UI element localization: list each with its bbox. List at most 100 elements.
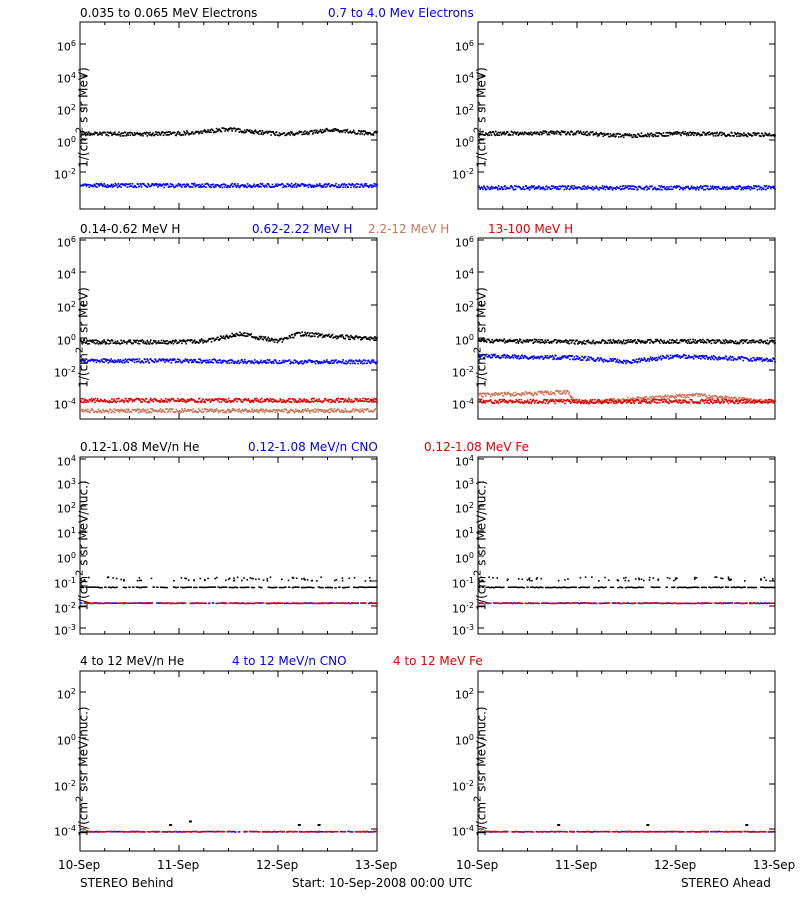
data-point xyxy=(269,409,272,411)
data-point xyxy=(297,132,300,135)
data-point xyxy=(314,129,316,132)
data-point xyxy=(502,354,504,357)
data-point xyxy=(200,338,203,340)
data-point xyxy=(83,361,86,364)
data-point xyxy=(691,395,694,397)
data-point xyxy=(771,339,774,342)
data-point xyxy=(87,183,90,186)
data-point xyxy=(153,184,156,187)
data-point xyxy=(257,399,260,401)
data-point xyxy=(168,409,170,411)
data-point xyxy=(535,392,537,395)
data-point xyxy=(516,356,519,358)
data-point xyxy=(369,362,372,365)
data-point xyxy=(654,135,657,137)
data-point xyxy=(487,392,489,394)
data-point xyxy=(238,334,240,337)
data-point xyxy=(177,361,180,363)
data-point xyxy=(508,133,511,136)
data-point xyxy=(685,340,688,342)
data-point xyxy=(92,360,95,363)
data-point xyxy=(142,361,145,364)
data-point xyxy=(640,340,643,342)
data-point xyxy=(111,186,114,188)
data-point xyxy=(370,360,373,363)
data-point xyxy=(104,185,106,188)
data-point xyxy=(125,133,128,136)
data-point xyxy=(504,185,506,187)
data-point xyxy=(630,188,633,190)
data-point xyxy=(610,340,612,343)
data-point xyxy=(611,188,614,191)
data-point xyxy=(335,399,337,401)
data-point xyxy=(682,394,684,396)
data-point xyxy=(224,398,226,400)
data-point xyxy=(504,188,507,190)
data-point xyxy=(582,342,585,345)
data-point xyxy=(311,335,314,338)
data-point xyxy=(565,188,568,190)
data-point xyxy=(220,361,222,364)
data-point xyxy=(251,129,253,132)
data-point xyxy=(659,355,662,358)
data-point xyxy=(751,134,754,137)
data-point xyxy=(713,358,716,361)
data-point xyxy=(761,360,764,363)
data-point xyxy=(172,185,175,187)
data-point xyxy=(323,335,326,338)
data-point xyxy=(711,186,713,189)
data-point xyxy=(270,362,273,364)
data-point xyxy=(345,130,348,132)
data-point xyxy=(643,357,646,359)
data-point xyxy=(207,129,209,131)
data-point xyxy=(666,397,669,400)
data-point xyxy=(187,400,190,403)
data-point xyxy=(133,399,135,401)
data-point xyxy=(654,188,657,190)
data-point xyxy=(619,185,622,188)
data-point xyxy=(709,396,712,399)
data-point xyxy=(208,408,211,411)
data-point xyxy=(276,411,279,413)
data-point xyxy=(551,354,554,357)
data-point xyxy=(767,400,770,403)
data-point xyxy=(733,342,736,344)
data-point xyxy=(283,132,286,134)
data-point xyxy=(485,395,487,397)
data-point xyxy=(194,409,197,412)
data-point xyxy=(202,398,204,401)
data-point xyxy=(580,359,583,361)
data-point xyxy=(220,401,223,403)
data-point xyxy=(302,362,305,365)
data-point xyxy=(374,183,377,185)
data-point xyxy=(539,188,542,190)
data-point xyxy=(542,130,544,132)
data-point xyxy=(635,186,638,189)
data-point xyxy=(375,132,378,134)
data-point xyxy=(265,408,267,411)
data-point xyxy=(290,360,292,363)
data-point xyxy=(658,131,660,134)
data-point xyxy=(306,184,309,187)
data-point xyxy=(225,360,228,363)
data-point xyxy=(263,398,266,401)
data-point xyxy=(147,401,149,404)
data-point xyxy=(270,186,273,188)
data-point xyxy=(666,186,668,188)
data-point xyxy=(251,360,253,362)
data-point xyxy=(589,134,591,136)
data-point xyxy=(749,339,752,342)
data-point xyxy=(136,131,139,134)
data-point xyxy=(165,400,168,402)
data-point xyxy=(503,398,506,401)
data-point xyxy=(761,341,764,343)
data-point xyxy=(339,398,342,400)
data-point xyxy=(108,360,111,363)
data-point xyxy=(117,183,120,185)
data-point xyxy=(228,409,231,411)
data-point xyxy=(251,132,254,134)
panel-frame xyxy=(477,670,776,852)
data-point xyxy=(591,342,593,345)
data-point xyxy=(357,410,360,412)
data-point xyxy=(480,393,482,395)
